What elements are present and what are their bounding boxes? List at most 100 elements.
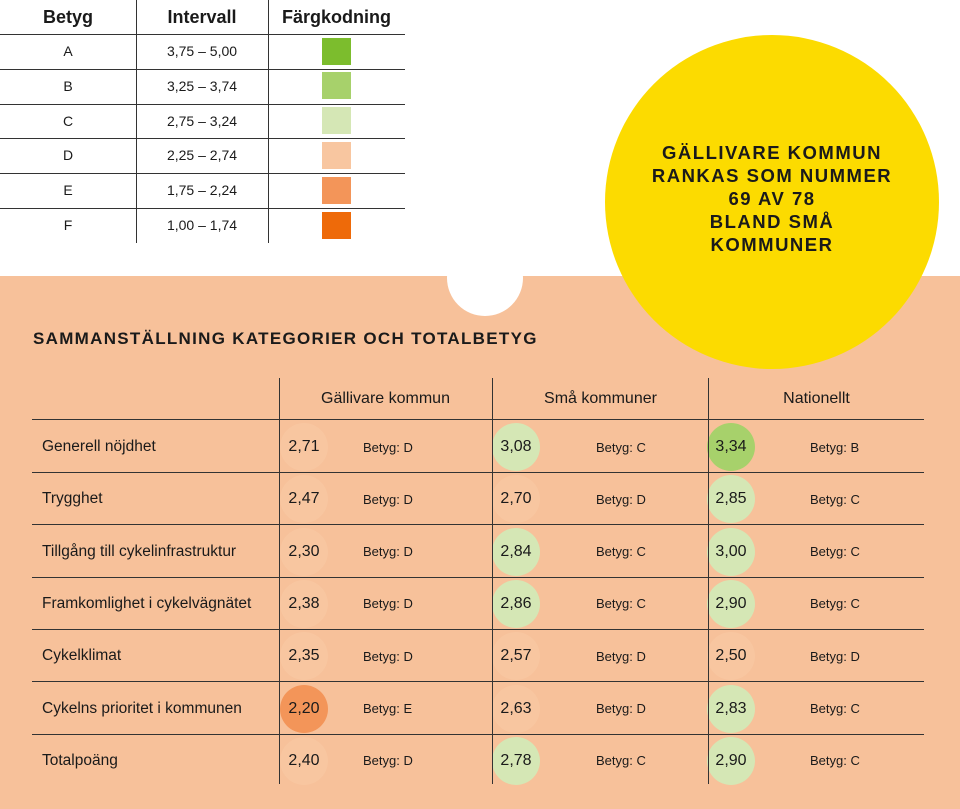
table-row-divider — [32, 576, 924, 578]
table-row-divider — [32, 524, 924, 526]
table-row: Cykelns prioritet i kommunen 2,20 Betyg: E… — [32, 683, 924, 735]
score-circle: 2,30 — [280, 527, 328, 576]
legend-interval: 3,75 – 5,00 — [166, 43, 238, 59]
panel-notch — [447, 240, 523, 316]
legend-grade: D — [62, 147, 74, 164]
score-circle: 2,70 — [492, 475, 540, 524]
legend-color-cell — [268, 34, 405, 68]
legend-row: B 3,25 – 3,74 — [0, 69, 405, 103]
score-circle: 2,63 — [492, 684, 540, 733]
legend-color-cell — [268, 69, 405, 103]
legend-interval: 3,25 – 3,74 — [166, 77, 238, 94]
grade-label: Betyg: C — [810, 701, 860, 716]
score-circle: 2,83 — [707, 684, 755, 733]
category-label: Generell nöjdhet — [42, 438, 156, 455]
table-row: Tillgång till cykelinfrastruktur 2,30 Bety… — [32, 526, 924, 578]
legend-grade: E — [63, 182, 73, 199]
legend-grade: C — [62, 112, 74, 129]
category-label: Cykelklimat — [42, 647, 122, 665]
score-circle: 2,35 — [280, 632, 328, 681]
legend-row: C 2,75 – 3,24 — [0, 104, 405, 138]
column-header-sma-kommuner: Små kommuner — [544, 390, 657, 407]
score-circle: 2,84 — [492, 527, 540, 576]
grade-label: Betyg: C — [810, 544, 860, 560]
table-row-divider — [32, 681, 924, 683]
score-circle: 2,20 — [280, 684, 328, 733]
color-swatch — [322, 141, 351, 169]
legend-row: D 2,25 – 2,74 — [0, 138, 405, 172]
legend-row-divider — [0, 138, 405, 140]
legend-interval: 1,00 – 1,74 — [166, 217, 238, 233]
score-circle: 2,50 — [707, 632, 755, 681]
grade-label: Betyg: D — [363, 544, 413, 560]
column-divider — [708, 378, 709, 784]
color-swatch — [322, 211, 351, 239]
table-row-divider — [32, 628, 924, 630]
grade-label: Betyg: D — [363, 753, 413, 769]
color-swatch — [322, 37, 351, 65]
legend-row-divider — [0, 173, 405, 175]
legend-color-cell — [268, 208, 405, 242]
table-row: Trygghet 2,47 Betyg: D 2,70 Betyg: D 2,85 Bety… — [32, 473, 924, 525]
score-circle: 3,08 — [492, 423, 540, 471]
summary-title: SAMMANSTÄLLNING KATEGORIER OCH TOTALBETY… — [33, 329, 538, 348]
table-row: Totalpoäng 2,40 Betyg: D 2,78 Betyg: C 2,90 Be… — [32, 735, 924, 787]
grade-label: Betyg: C — [810, 491, 860, 507]
column-divider — [279, 378, 280, 784]
color-swatch — [322, 107, 351, 135]
grade-label: Betyg: B — [810, 439, 860, 455]
legend-header-interval: Intervall — [167, 6, 237, 27]
category-label: Trygghet — [42, 490, 103, 508]
column-divider — [492, 378, 493, 784]
score-circle: 2,38 — [280, 579, 328, 628]
table-row: Generell nöjdhet 2,71 Betyg: D 3,08 Betyg: C… — [32, 421, 924, 473]
grade-label: Betyg: E — [363, 701, 413, 716]
legend-interval: 2,75 – 3,24 — [166, 112, 238, 129]
score-circle: 2,78 — [492, 736, 540, 785]
legend-row: A 3,75 – 5,00 — [0, 34, 405, 68]
legend-row: E 1,75 – 2,24 — [0, 173, 405, 207]
legend-header-row: Betyg Intervall Färgkodning — [0, 0, 405, 35]
color-swatch — [322, 176, 351, 204]
ranking-badge: GÄLLIVARE KOMMUN RANKAS SOM NUMMER 69 AV… — [605, 35, 939, 369]
legend-grade: F — [63, 217, 73, 233]
legend-row-divider — [0, 208, 405, 209]
ranking-badge-text: GÄLLIVARE KOMMUN RANKAS SOM NUMMER 69 AV… — [651, 141, 893, 255]
score-circle: 3,34 — [707, 423, 755, 471]
grade-label: Betyg: D — [363, 596, 413, 612]
legend-color-cell — [268, 173, 405, 207]
category-label: Framkomlighet i cykelvägnätet — [42, 594, 252, 612]
legend-divider — [136, 0, 137, 243]
grade-label: Betyg: C — [596, 596, 646, 612]
score-circle: 2,86 — [492, 579, 540, 628]
grade-label: Betyg: C — [596, 439, 646, 455]
legend-divider — [268, 0, 269, 243]
grade-label: Betyg: D — [596, 701, 646, 716]
legend-interval: 1,75 – 2,24 — [166, 182, 238, 199]
legend-row-divider — [0, 103, 405, 105]
score-circle: 2,90 — [707, 579, 755, 628]
color-swatch — [322, 72, 351, 100]
category-label: Tillgång till cykelinfrastruktur — [42, 542, 237, 560]
table-row-divider — [32, 472, 924, 473]
category-label: Totalpoäng — [42, 751, 118, 769]
grade-label: Betyg: C — [810, 596, 860, 612]
grade-label: Betyg: C — [596, 753, 646, 769]
legend-row: F 1,00 – 1,74 — [0, 208, 405, 242]
grade-label: Betyg: D — [363, 491, 413, 507]
column-header-gallivare: Gällivare kommun — [321, 390, 450, 407]
grade-label: Betyg: D — [363, 439, 413, 455]
legend-color-cell — [268, 138, 405, 172]
legend-header-color: Färgkodning — [282, 6, 391, 27]
legend-grade: A — [63, 43, 73, 59]
score-circle: 3,00 — [707, 527, 755, 576]
legend-grade: B — [63, 77, 73, 94]
table-row: Cykelklimat 2,35 Betyg: D 2,57 Betyg: D 2,50 B… — [32, 630, 924, 682]
grade-label: Betyg: D — [596, 491, 646, 507]
score-circle: 2,85 — [707, 475, 755, 524]
column-header-nationellt: Nationellt — [783, 390, 850, 407]
grade-label: Betyg: D — [596, 648, 646, 664]
score-circle: 2,71 — [280, 423, 328, 471]
score-circle: 2,90 — [707, 736, 755, 785]
grade-label: Betyg: D — [363, 648, 413, 664]
